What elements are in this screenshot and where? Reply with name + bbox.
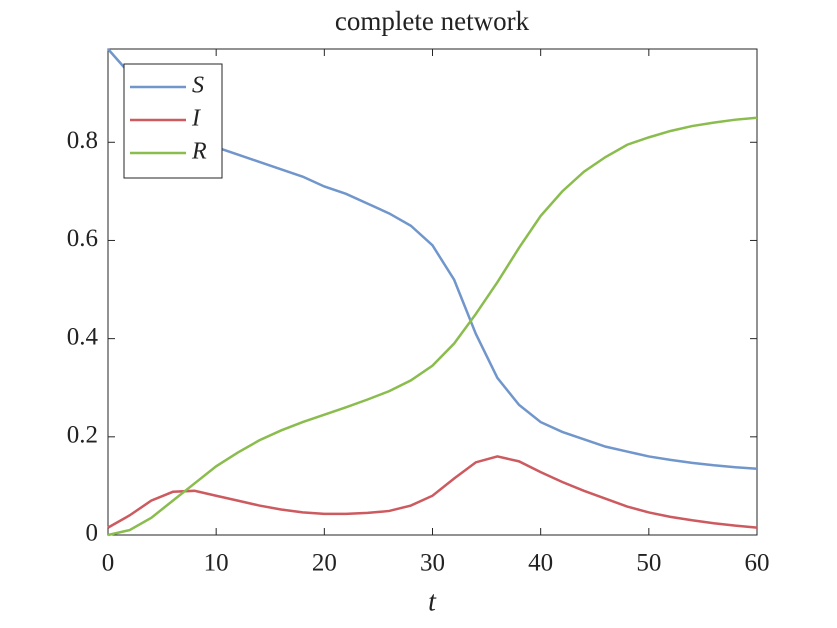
x-tick-label: 20 — [312, 550, 337, 577]
chart-title: complete network — [335, 6, 530, 36]
x-tick-label: 0 — [102, 550, 115, 577]
y-tick-label: 0.4 — [67, 323, 99, 350]
y-tick-label: 0.6 — [67, 225, 98, 252]
x-tick-label: 40 — [528, 550, 553, 577]
line-series — [107, 116, 758, 537]
y-tick-label: 0 — [86, 520, 99, 547]
x-tick-label: 30 — [420, 550, 445, 577]
y-tick-label: 0.8 — [67, 127, 98, 154]
legend-label: I — [191, 106, 201, 132]
x-tick-label: 50 — [636, 550, 661, 577]
x-tick-label: 60 — [745, 550, 770, 577]
line-series — [107, 455, 758, 529]
x-axis-label: t — [428, 586, 437, 617]
x-tick-label: 10 — [204, 550, 229, 577]
legend-label: S — [192, 73, 204, 99]
legend-label: R — [191, 139, 207, 165]
y-tick-label: 0.2 — [67, 422, 98, 449]
